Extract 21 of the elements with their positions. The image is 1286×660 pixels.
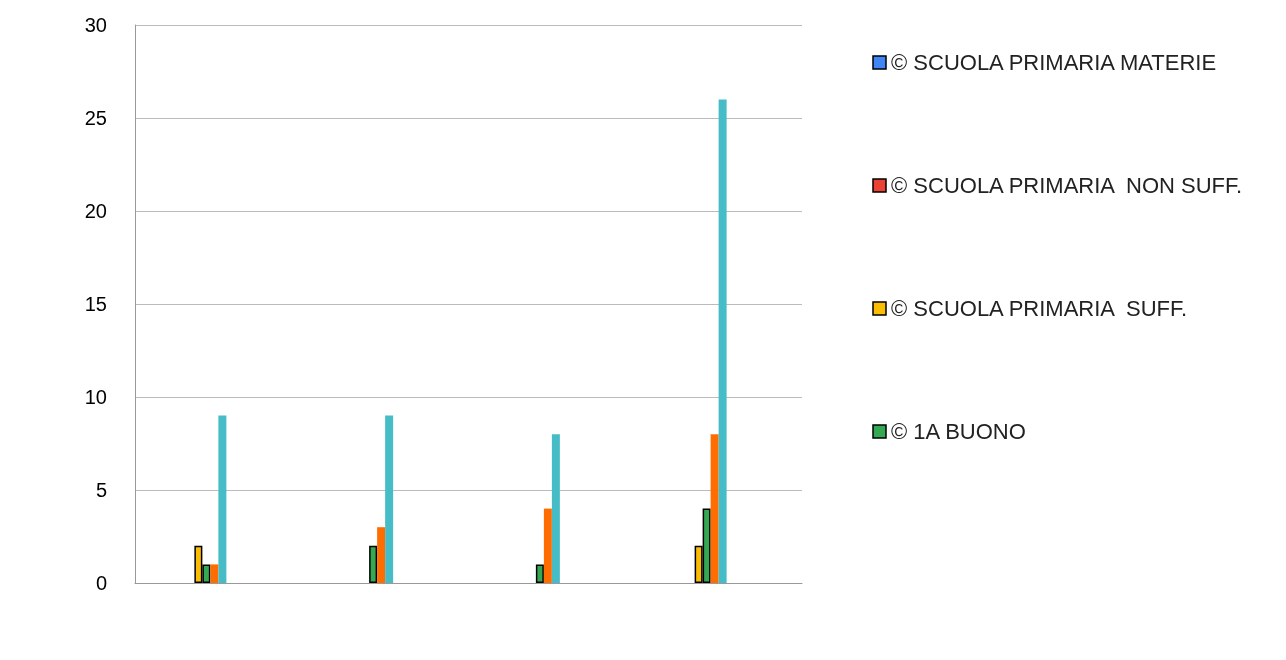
- bar: [210, 564, 219, 583]
- legend-label: © SCUOLA PRIMARIA MATERIE: [891, 50, 1217, 75]
- y-tick-label: 15: [84, 293, 107, 315]
- bar: [377, 527, 386, 583]
- y-tick-label: 30: [84, 14, 107, 36]
- bar: [385, 415, 394, 583]
- y-tick-label: 0: [95, 572, 107, 594]
- bar: [369, 545, 378, 583]
- bar: [710, 434, 719, 583]
- legend-label: © SCUOLA PRIMARIA SUFF.: [891, 296, 1188, 321]
- y-tick-label: 10: [84, 386, 107, 408]
- bar: [535, 564, 544, 583]
- bar: [551, 434, 560, 583]
- legend-label: © 1A BUONO: [891, 419, 1026, 444]
- bar: [543, 508, 552, 583]
- y-tick-label: 5: [95, 479, 107, 501]
- bar: [718, 99, 727, 583]
- legend-label: © SCUOLA PRIMARIA NON SUFF.: [891, 173, 1243, 198]
- y-tick-label: 20: [84, 200, 107, 222]
- bar: [218, 415, 227, 583]
- y-tick-label: 25: [84, 107, 107, 129]
